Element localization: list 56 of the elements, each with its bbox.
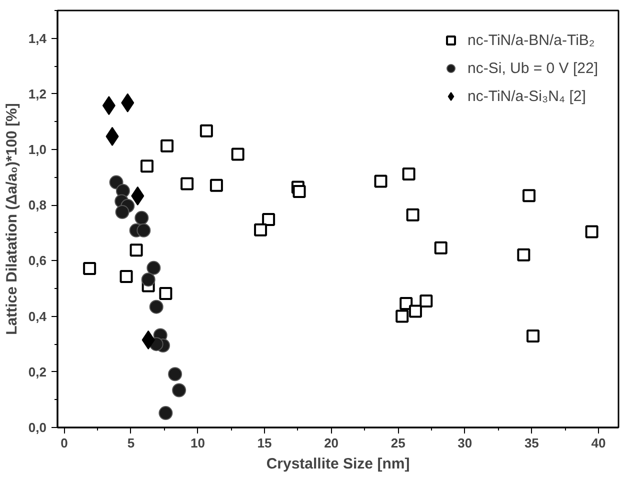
x-tick-label: 5	[127, 436, 135, 450]
y-tick-label: 0,2	[28, 364, 47, 380]
point	[115, 205, 130, 220]
x-tick-label: 0	[60, 436, 68, 450]
point	[526, 330, 540, 343]
point	[254, 223, 268, 236]
x-axis-title: Crystallite Size [nm]	[266, 456, 410, 472]
y-tick-label: 1,4	[28, 30, 48, 46]
point	[434, 241, 448, 254]
point	[210, 178, 223, 192]
point	[136, 223, 151, 238]
x-tick-label: 30	[458, 436, 472, 450]
point	[406, 208, 420, 222]
y-tick-label: 0,0	[28, 420, 47, 435]
x-tick-label: 20	[324, 436, 339, 450]
point	[168, 367, 182, 382]
point	[396, 310, 409, 323]
point	[420, 294, 433, 308]
y-axis-title: Lattice Dilatation (Δa/a₀)*100 [%]	[3, 103, 20, 335]
legend-label: nc-TiN/a-BN/a-TiB₂	[468, 32, 595, 48]
point	[517, 248, 530, 262]
point	[140, 160, 154, 173]
point	[231, 148, 244, 161]
point	[172, 383, 186, 398]
point	[160, 139, 174, 152]
legend-label: nc-Si, Ub = 0 V [22]	[468, 60, 598, 76]
x-tick-label: 10	[190, 436, 205, 450]
point	[130, 244, 143, 257]
point	[374, 174, 388, 188]
point	[200, 124, 213, 138]
point	[141, 272, 156, 287]
point	[292, 184, 306, 198]
point	[180, 177, 194, 190]
point	[408, 304, 422, 318]
point	[262, 213, 276, 226]
point	[402, 167, 416, 180]
y-tick-label: 0,4	[28, 308, 48, 324]
point	[120, 270, 133, 284]
x-tick-label: 35	[524, 436, 539, 450]
point	[134, 210, 149, 225]
point	[83, 262, 96, 275]
x-tick-label: 25	[390, 436, 406, 450]
y-tick-label: 1,0	[28, 142, 47, 157]
point	[146, 260, 161, 275]
y-tick-label: 0,6	[28, 253, 47, 268]
point	[158, 406, 173, 420]
y-tick-label: 0,8	[28, 198, 47, 213]
point	[149, 300, 164, 314]
point	[159, 287, 172, 300]
point	[400, 297, 413, 310]
x-tick-label: 40	[591, 436, 606, 450]
x-tick-label: 15	[257, 436, 272, 450]
legend-label: nc-TiN/a-Si₃N₄ [2]	[468, 88, 586, 104]
y-tick-label: 1,2	[28, 86, 47, 102]
point	[585, 225, 598, 238]
point	[522, 189, 536, 202]
